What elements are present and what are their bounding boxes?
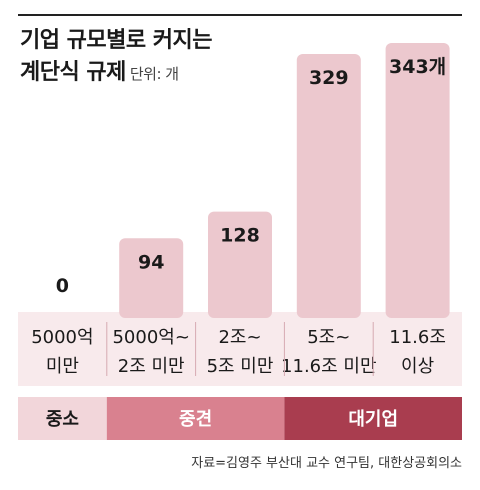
bar-2 <box>208 211 272 318</box>
category-label-1-1: 2조 미만 <box>118 356 185 377</box>
category-band <box>18 312 462 386</box>
top-rule <box>18 14 462 16</box>
title-line-1: 기업 규모별로 커지는 <box>20 28 212 53</box>
bar-4 <box>385 43 450 318</box>
group-band-2 <box>284 397 462 440</box>
source-note: 자료=김영주 부산대 교수 연구팀, 대한상공회의소 <box>191 456 462 471</box>
group-band-0 <box>18 397 107 440</box>
value-label-4: 343개 <box>389 56 446 78</box>
category-label-4-0: 11.6조 <box>389 327 446 348</box>
group-label-1: 중견 <box>179 409 212 430</box>
group-label-0: 중소 <box>46 409 79 430</box>
value-label-2: 128 <box>220 225 260 247</box>
unit-label: 단위: 개 <box>129 65 179 83</box>
chart-title: 기업 규모별로 커지는 계단식 규제 단위: 개 <box>20 25 212 90</box>
category-label-0-1: 미만 <box>46 356 79 377</box>
title-line-2-text: 계단식 규제 <box>20 60 126 85</box>
value-label-3: 329 <box>309 67 349 89</box>
category-label-4-1: 이상 <box>401 356 434 377</box>
group-label-2: 대기업 <box>348 409 398 430</box>
bar-1 <box>119 238 184 318</box>
category-label-2-1: 5조 미만 <box>207 356 274 377</box>
bar-3 <box>296 53 361 319</box>
category-label-3-1: 11.6조 미만 <box>281 356 376 377</box>
category-label-2-0: 2조~ <box>218 327 261 348</box>
category-label-1-0: 5000억~ <box>112 327 189 348</box>
category-label-3-0: 5조~ <box>307 327 350 348</box>
value-label-1: 94 <box>138 251 164 273</box>
title-line-2: 계단식 규제 단위: 개 <box>20 57 212 90</box>
value-label-0: 0 <box>56 275 69 297</box>
category-label-0-0: 5000억 <box>31 327 93 348</box>
group-band-1 <box>106 397 285 440</box>
